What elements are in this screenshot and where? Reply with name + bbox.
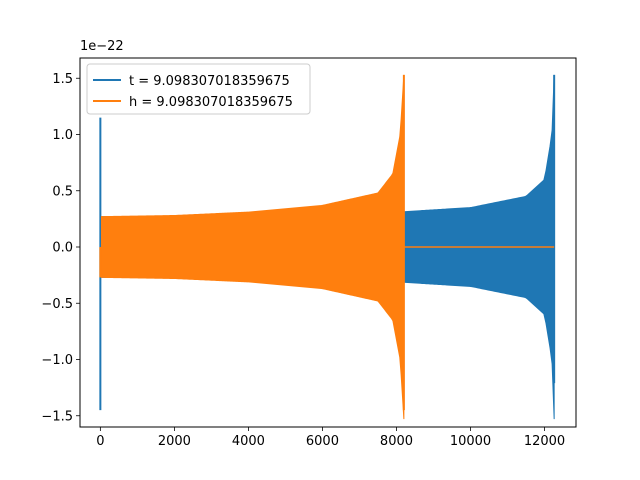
y-tick-label: −0.5	[41, 297, 73, 312]
axes-frame	[79, 57, 577, 428]
x-tick-label: 12000	[524, 434, 565, 449]
legend-box	[86, 63, 311, 115]
x-tick-label: 6000	[306, 434, 339, 449]
x-tick-label: 4000	[232, 434, 265, 449]
y-tick-label: −1.0	[41, 353, 73, 368]
y-tick-label: 0.0	[52, 241, 73, 256]
y-axis: −1.5 −1.0 −0.5 0.0 0.5 1.0 1.5	[41, 72, 80, 424]
y-tick-label: 1.5	[52, 72, 73, 87]
x-tick-label: 0	[96, 434, 104, 449]
legend-entry: t = 9.098307018359675	[129, 74, 290, 89]
y-tick-label: 1.0	[52, 128, 73, 143]
x-axis: 0 2000 4000 6000 8000 10000 12000	[96, 427, 565, 449]
plot-area	[99, 74, 556, 420]
y-tick-label: 0.5	[52, 184, 73, 199]
x-tick-label: 8000	[380, 434, 413, 449]
y-offset-label: 1e−22	[80, 39, 124, 54]
legend: t = 9.098307018359675 h = 9.0983070183596…	[86, 63, 311, 115]
x-tick-label: 2000	[158, 434, 191, 449]
series-envelope	[100, 74, 405, 420]
series-h	[99, 74, 555, 420]
legend-entry: h = 9.098307018359675	[129, 95, 293, 110]
x-tick-label: 10000	[450, 434, 491, 449]
y-tick-label: −1.5	[41, 409, 73, 424]
